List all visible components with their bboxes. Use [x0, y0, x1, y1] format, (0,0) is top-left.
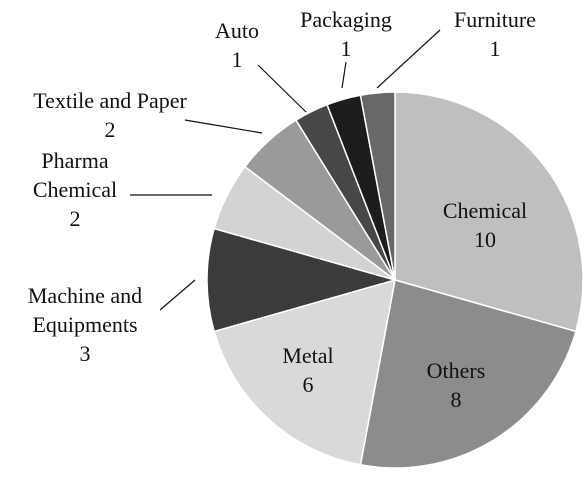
leader-line — [341, 61, 347, 89]
value-label: 10 — [474, 227, 496, 252]
value-label: 1 — [489, 36, 501, 61]
value-label: 6 — [302, 372, 314, 397]
pie-slice — [359, 91, 396, 281]
slice-label: Pharma Chemical 2 — [10, 146, 140, 233]
value-label: 1 — [340, 36, 352, 61]
slice-label: Machine and Equipments 3 — [5, 281, 165, 368]
category-label: Packaging — [300, 7, 392, 32]
slice-label: Furniture 1 — [430, 5, 560, 63]
value-label: 1 — [231, 47, 243, 72]
slice-label: Textile and Paper 2 — [0, 86, 220, 144]
category-label: Auto — [215, 18, 259, 43]
value-label: 8 — [450, 387, 462, 412]
pie-slice — [206, 227, 398, 333]
value-label: 2 — [104, 117, 116, 142]
pie-slice — [213, 278, 396, 466]
slice-label: Others 8 — [386, 356, 526, 414]
leader-line — [184, 119, 263, 134]
category-label: Pharma Chemical — [32, 148, 118, 202]
value-label: 3 — [79, 341, 91, 366]
category-label: Furniture — [454, 7, 536, 32]
value-label: 2 — [69, 206, 81, 231]
pie-slice — [394, 91, 584, 333]
leader-line — [376, 29, 441, 89]
category-label: Machine and Equipments — [27, 283, 143, 337]
pie-slice — [359, 279, 577, 469]
category-label: Chemical — [442, 198, 528, 223]
slice-label: Auto 1 — [197, 16, 277, 74]
category-label: Metal — [282, 343, 334, 368]
category-label: Textile and Paper — [33, 88, 187, 113]
leader-line — [257, 64, 307, 113]
leader-line — [159, 279, 196, 311]
slice-label: Chemical 10 — [415, 196, 555, 254]
slice-label: Metal 6 — [238, 341, 378, 399]
slice-label: Packaging 1 — [281, 5, 411, 63]
category-label: Others — [426, 358, 486, 383]
